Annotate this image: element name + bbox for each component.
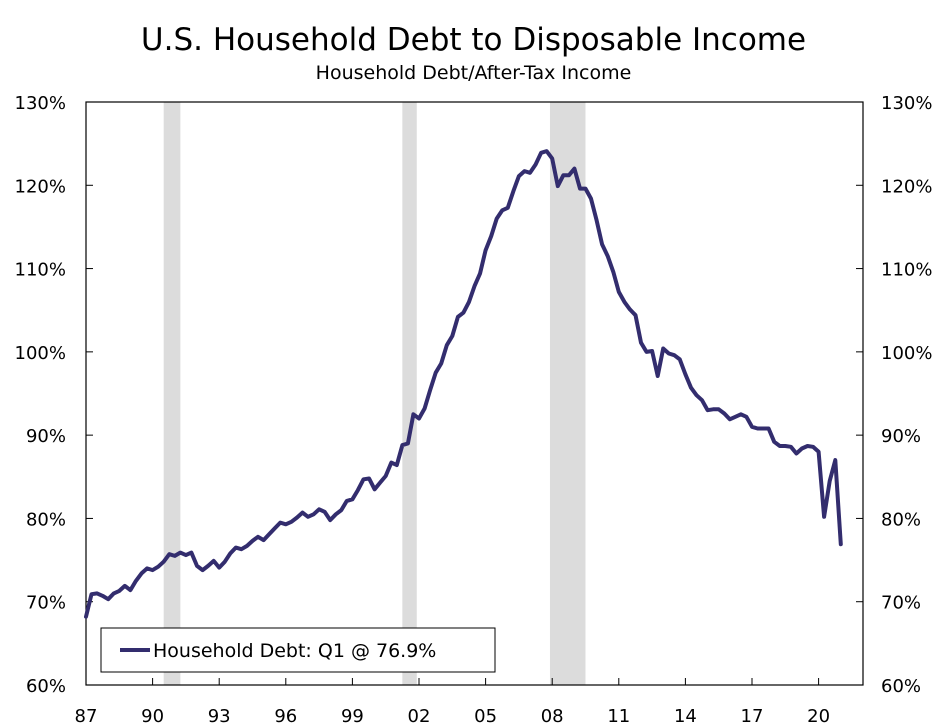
x-tick-label: 11: [607, 706, 630, 727]
x-tick-label: 90: [141, 706, 164, 727]
legend-label: Household Debt: Q1 @ 76.9%: [153, 640, 436, 662]
x-tick-label: 96: [274, 706, 297, 727]
y-tick-label: 100%: [881, 343, 932, 364]
chart-title: U.S. Household Debt to Disposable Income: [140, 22, 807, 58]
y-tick-label: 110%: [15, 260, 66, 281]
y-tick-label: 90%: [26, 426, 66, 447]
y-tick-label: 80%: [26, 509, 66, 530]
legend-box: [100, 627, 496, 673]
recession-shading: [163, 102, 586, 685]
y-tick-label: 120%: [881, 176, 932, 197]
x-tick-label: 87: [75, 706, 98, 727]
x-axis: 87 90 93 96 99 02 05 08 11 14 17 20: [75, 678, 830, 727]
x-tick-label: 08: [541, 706, 564, 727]
recession-band: [549, 102, 586, 685]
y-tick-label: 80%: [881, 509, 921, 530]
y-tick-label: 90%: [881, 426, 921, 447]
y-tick-label: 110%: [881, 260, 932, 281]
recession-band: [163, 102, 181, 685]
x-tick-label: 99: [341, 706, 364, 727]
recession-band: [402, 102, 417, 685]
x-tick-label: 02: [408, 706, 431, 727]
chart-subtitle: Household Debt/After-Tax Income: [315, 62, 632, 84]
y-tick-label: 130%: [881, 93, 932, 114]
x-tick-label: 14: [674, 706, 697, 727]
y-tick-label: 70%: [881, 593, 921, 614]
y-tick-label: 60%: [881, 676, 921, 697]
x-tick-label: 05: [474, 706, 497, 727]
household-debt-line: [84, 149, 843, 619]
left-y-axis: 60% 70% 80% 90% 100% 110% 120% 130%: [15, 93, 93, 697]
y-tick-label: 120%: [15, 176, 66, 197]
y-tick-label: 130%: [15, 93, 66, 114]
x-tick-label: 20: [807, 706, 830, 727]
plot-frame: [85, 101, 864, 686]
y-tick-label: 70%: [26, 593, 66, 614]
x-tick-label: 93: [208, 706, 231, 727]
y-tick-label: 60%: [26, 676, 66, 697]
x-tick-label: 17: [741, 706, 764, 727]
legend: Household Debt: Q1 @ 76.9%: [100, 627, 496, 673]
right-y-axis: 60% 70% 80% 90% 100% 110% 120% 130%: [856, 93, 932, 697]
y-tick-label: 100%: [15, 343, 66, 364]
